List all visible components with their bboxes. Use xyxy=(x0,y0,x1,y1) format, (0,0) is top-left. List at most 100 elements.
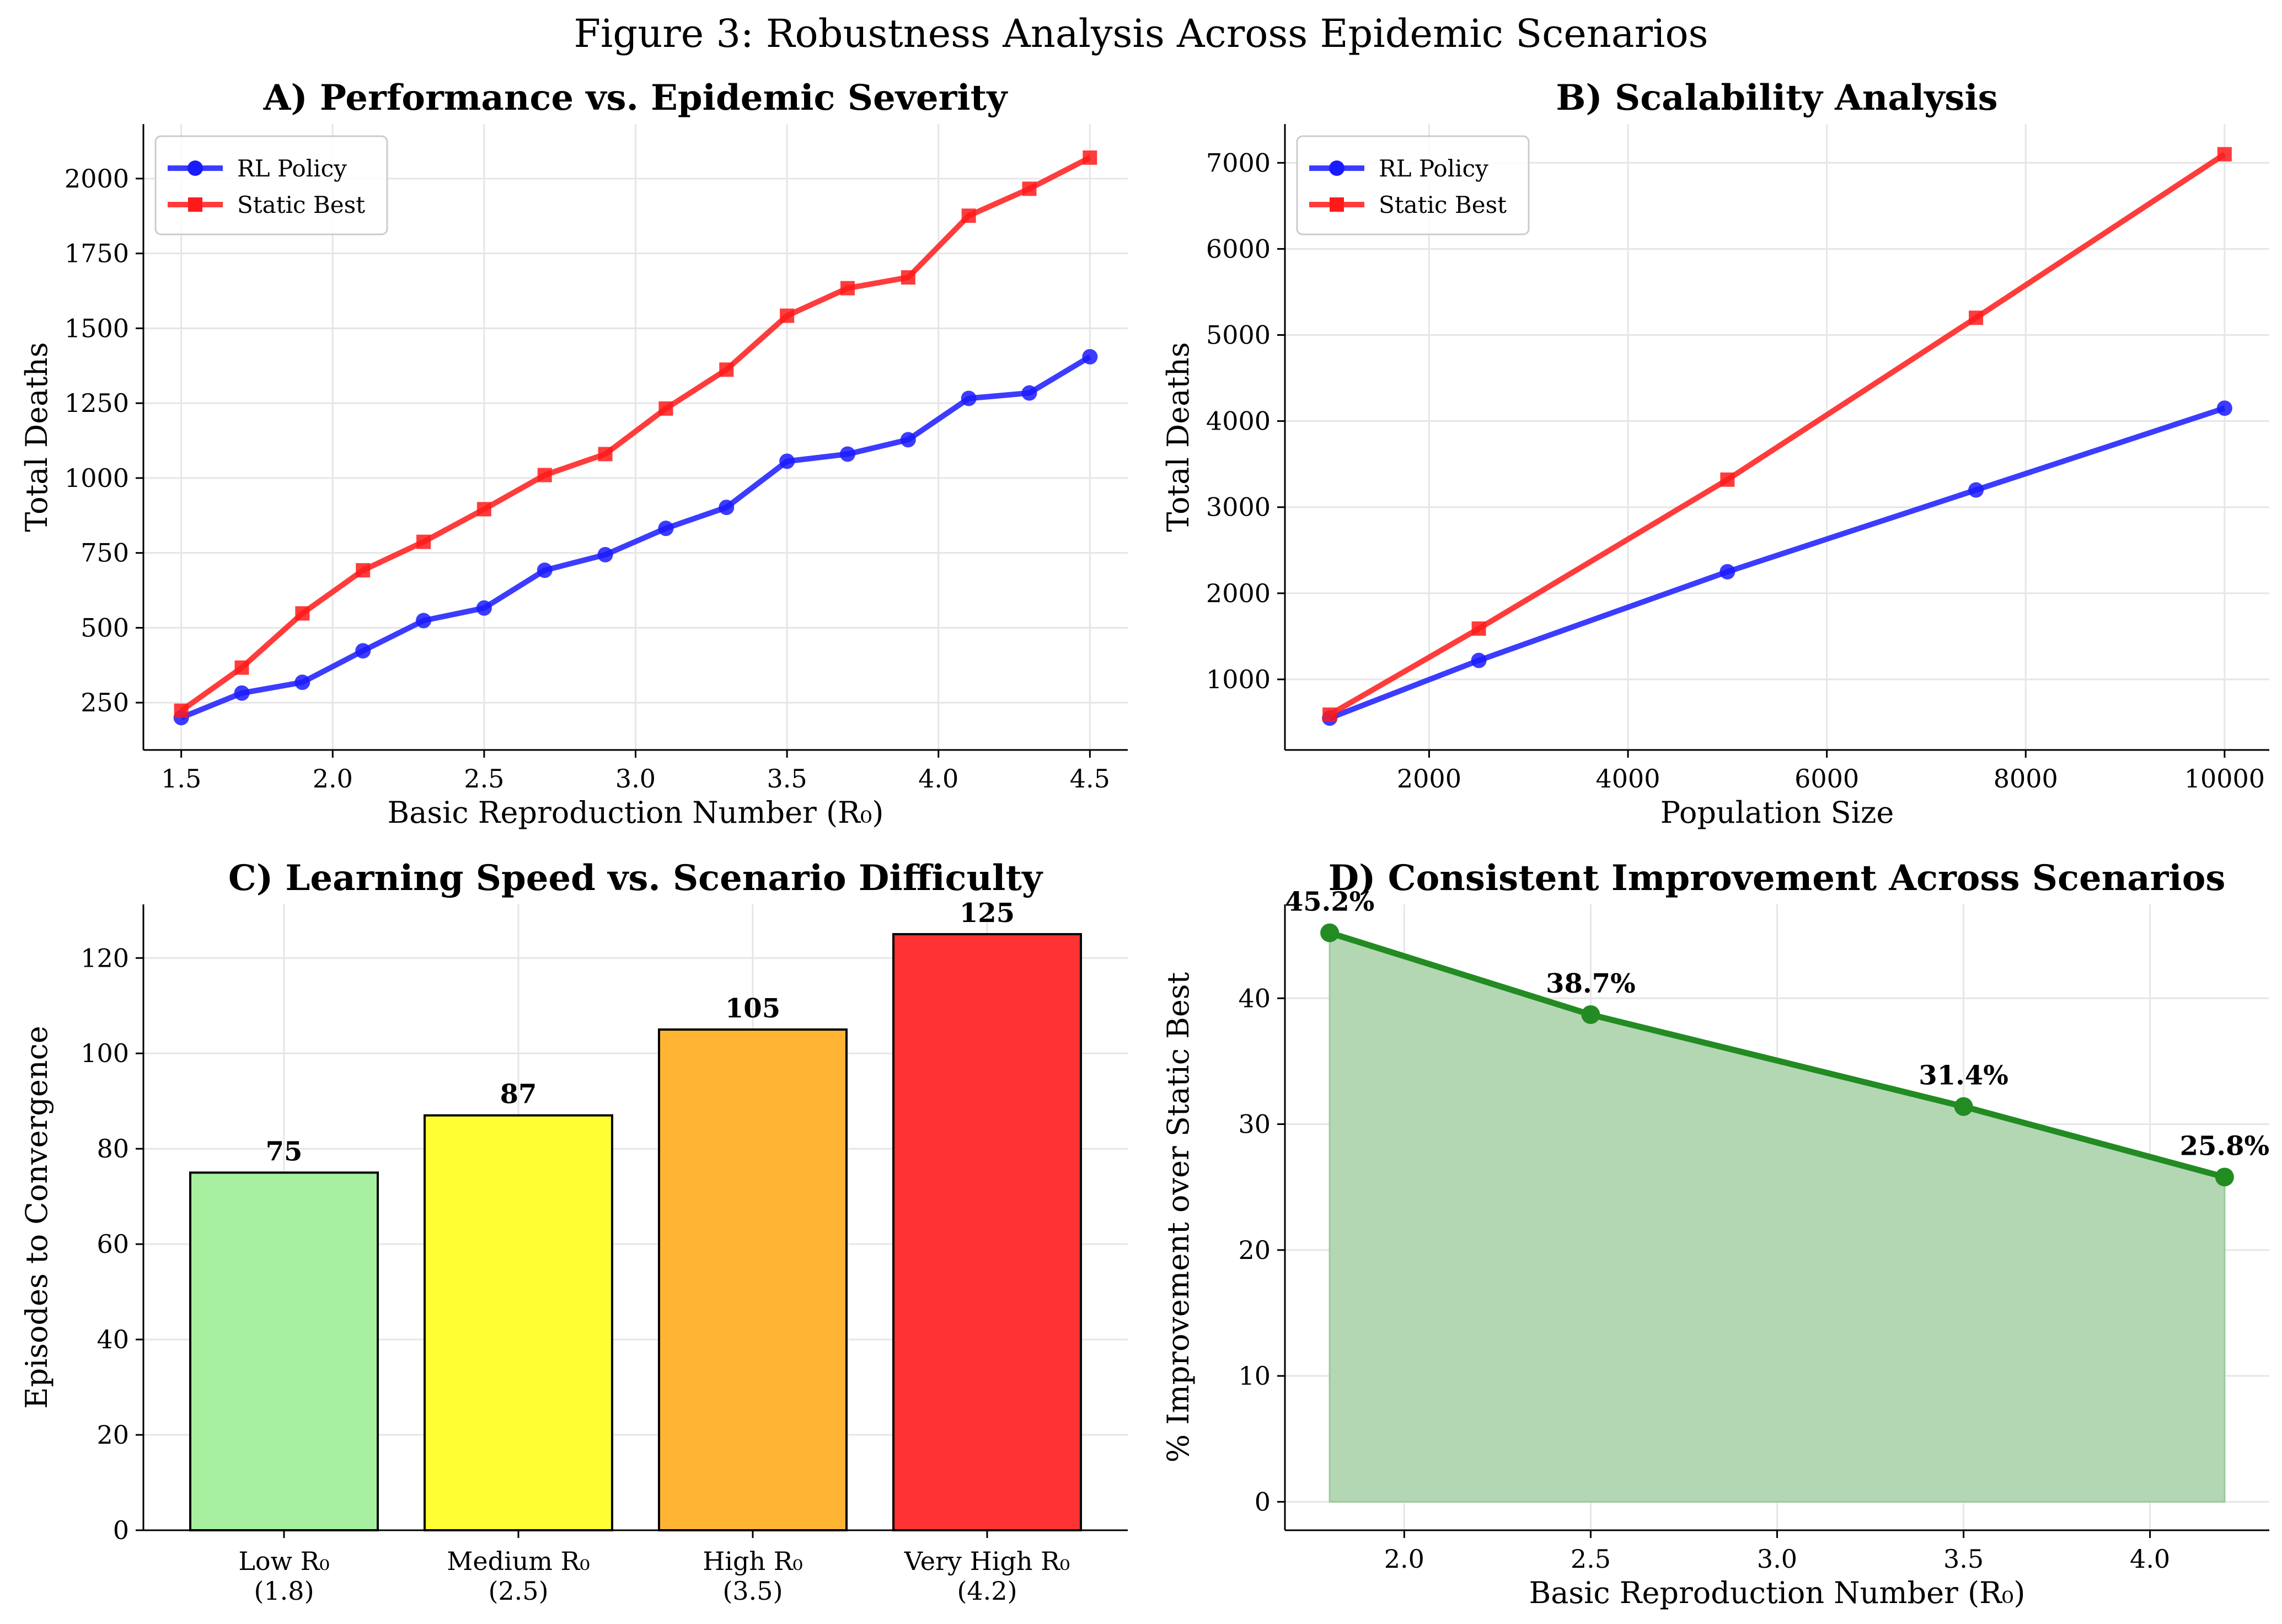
data-point-rl-policy xyxy=(2216,400,2232,416)
data-point-rl-policy xyxy=(1719,564,1735,580)
x-category-sublabel: (4.2) xyxy=(957,1576,1017,1606)
data-point-static-best xyxy=(1720,472,1735,487)
panel-title: C) Learning Speed vs. Scenario Difficult… xyxy=(228,857,1043,899)
y-tick-label: 20 xyxy=(97,1420,129,1450)
bar-value-label: 125 xyxy=(960,898,1015,929)
x-tick-label: 8000 xyxy=(1994,764,2058,794)
x-tick-label: 3.0 xyxy=(615,764,656,794)
bar-value-label: 75 xyxy=(266,1136,303,1167)
y-tick-label: 250 xyxy=(81,688,129,717)
panel-title: D) Consistent Improvement Across Scenari… xyxy=(1329,857,2226,899)
data-point-rl-policy xyxy=(1968,482,1984,498)
data-point-static-best xyxy=(780,308,795,323)
x-tick-label: 2.5 xyxy=(1571,1544,1611,1574)
bar-value-label: 87 xyxy=(500,1079,537,1110)
figure-title: Figure 3: Robustness Analysis Across Epi… xyxy=(574,11,1708,56)
legend-label: RL Policy xyxy=(237,155,347,182)
x-tick-label: 4.5 xyxy=(1070,764,1110,794)
data-point-rl-policy xyxy=(961,390,977,406)
data-point-static-best xyxy=(1969,310,1984,325)
data-point-rl-policy xyxy=(597,546,613,562)
legend-box xyxy=(154,135,388,235)
bar xyxy=(658,1028,848,1531)
legend-marker xyxy=(188,160,203,176)
legend-label: Static Best xyxy=(1379,191,1507,218)
panel-d-improvement: 45.2% 38.7% 31.4% 25.8% 0 10 20 30 40 2.0 2.5 3.0 3.… xyxy=(1161,857,2269,1610)
y-tick-label: 750 xyxy=(81,538,129,568)
x-category-sublabel: (2.5) xyxy=(488,1576,548,1606)
y-tick-label: 40 xyxy=(1238,983,1271,1013)
data-point-static-best xyxy=(901,270,915,285)
data-point-rl-policy xyxy=(355,643,371,659)
data-point-static-best xyxy=(1022,181,1037,196)
y-tick-label: 1000 xyxy=(1206,664,1271,694)
data-point-rl-policy xyxy=(658,521,674,537)
y-tick-label: 60 xyxy=(97,1229,129,1259)
x-tick-label: 2000 xyxy=(1397,764,1461,794)
series-line-static-best xyxy=(179,155,1091,713)
data-point-static-best xyxy=(416,534,431,549)
y-tick-label: 5000 xyxy=(1206,320,1271,350)
x-tick-label: 4.0 xyxy=(2130,1544,2170,1574)
y-tick-label: 1750 xyxy=(65,239,129,269)
x-tick-label: 2.0 xyxy=(313,764,353,794)
panel-c-learning-speed: 75 87 105 125 0 20 40 60 80 100 120 Low R₀(1.8) Medi… xyxy=(19,857,1128,1606)
y-tick-label: 80 xyxy=(97,1134,129,1164)
data-point-improvement xyxy=(1954,1097,1973,1116)
data-point-static-best xyxy=(840,281,855,296)
x-tick-label: 4000 xyxy=(1596,764,1660,794)
data-point-static-best xyxy=(234,660,249,675)
y-tick-label: 1000 xyxy=(65,463,129,493)
data-point-rl-policy xyxy=(839,446,855,462)
y-axis-label: % Improvement over Static Best xyxy=(1161,972,1196,1462)
x-axis-label: Basic Reproduction Number (R₀) xyxy=(1529,1575,2026,1610)
y-tick-label: 2000 xyxy=(1206,578,1271,608)
y-tick-label: 4000 xyxy=(1206,406,1271,436)
data-point-rl-policy xyxy=(234,685,250,701)
data-point-static-best xyxy=(356,563,371,578)
legend-marker xyxy=(1329,160,1344,176)
data-point-rl-policy xyxy=(1082,349,1098,365)
data-point-static-best xyxy=(961,208,976,223)
panel-b-scalability: 1000 2000 3000 4000 5000 6000 7000 2000 4000 6000… xyxy=(1161,77,2269,830)
x-axis-label: Population Size xyxy=(1660,795,1894,830)
panel-title: A) Performance vs. Epidemic Severity xyxy=(263,77,1009,119)
x-category-sublabel: (1.8) xyxy=(254,1576,314,1606)
legend-label: Static Best xyxy=(237,191,365,218)
y-tick-label: 7000 xyxy=(1206,148,1271,178)
data-point-rl-policy xyxy=(294,674,310,690)
y-tick-label: 20 xyxy=(1238,1235,1271,1265)
bar xyxy=(189,1171,379,1531)
series-line-static-best xyxy=(1328,152,2226,717)
data-point-static-best xyxy=(658,401,673,416)
y-tick-label: 2000 xyxy=(65,164,129,194)
x-tick-label: 2.0 xyxy=(1384,1544,1424,1574)
improvement-value-label: 25.8% xyxy=(2180,1130,2270,1161)
y-tick-label: 10 xyxy=(1238,1361,1271,1391)
y-tick-label: 1250 xyxy=(65,388,129,418)
x-category-label: Medium R₀ xyxy=(447,1546,590,1576)
y-tick-label: 0 xyxy=(1255,1487,1271,1516)
legend-label: RL Policy xyxy=(1379,155,1488,182)
y-tick-label: 500 xyxy=(81,613,129,642)
series-line-rl-policy xyxy=(1329,405,2226,721)
x-category-label: Very High R₀ xyxy=(904,1546,1070,1576)
data-point-rl-policy xyxy=(779,453,795,469)
bar-value-label: 105 xyxy=(725,993,780,1024)
bar xyxy=(892,933,1082,1531)
y-tick-label: 100 xyxy=(81,1038,129,1068)
x-tick-label: 3.5 xyxy=(1943,1544,1984,1574)
data-point-static-best xyxy=(598,447,613,462)
data-point-static-best xyxy=(1322,707,1337,722)
legend-box xyxy=(1296,135,1530,235)
data-point-rl-policy xyxy=(1471,652,1487,668)
x-category-label: High R₀ xyxy=(703,1546,803,1576)
data-point-improvement xyxy=(2215,1167,2234,1187)
y-tick-label: 3000 xyxy=(1206,492,1271,522)
x-category-sublabel: (3.5) xyxy=(722,1576,783,1606)
data-point-static-best xyxy=(174,703,189,718)
x-category-label: Low R₀ xyxy=(238,1546,329,1576)
y-tick-label: 120 xyxy=(81,943,129,973)
series-line-rl-policy xyxy=(180,354,1091,720)
